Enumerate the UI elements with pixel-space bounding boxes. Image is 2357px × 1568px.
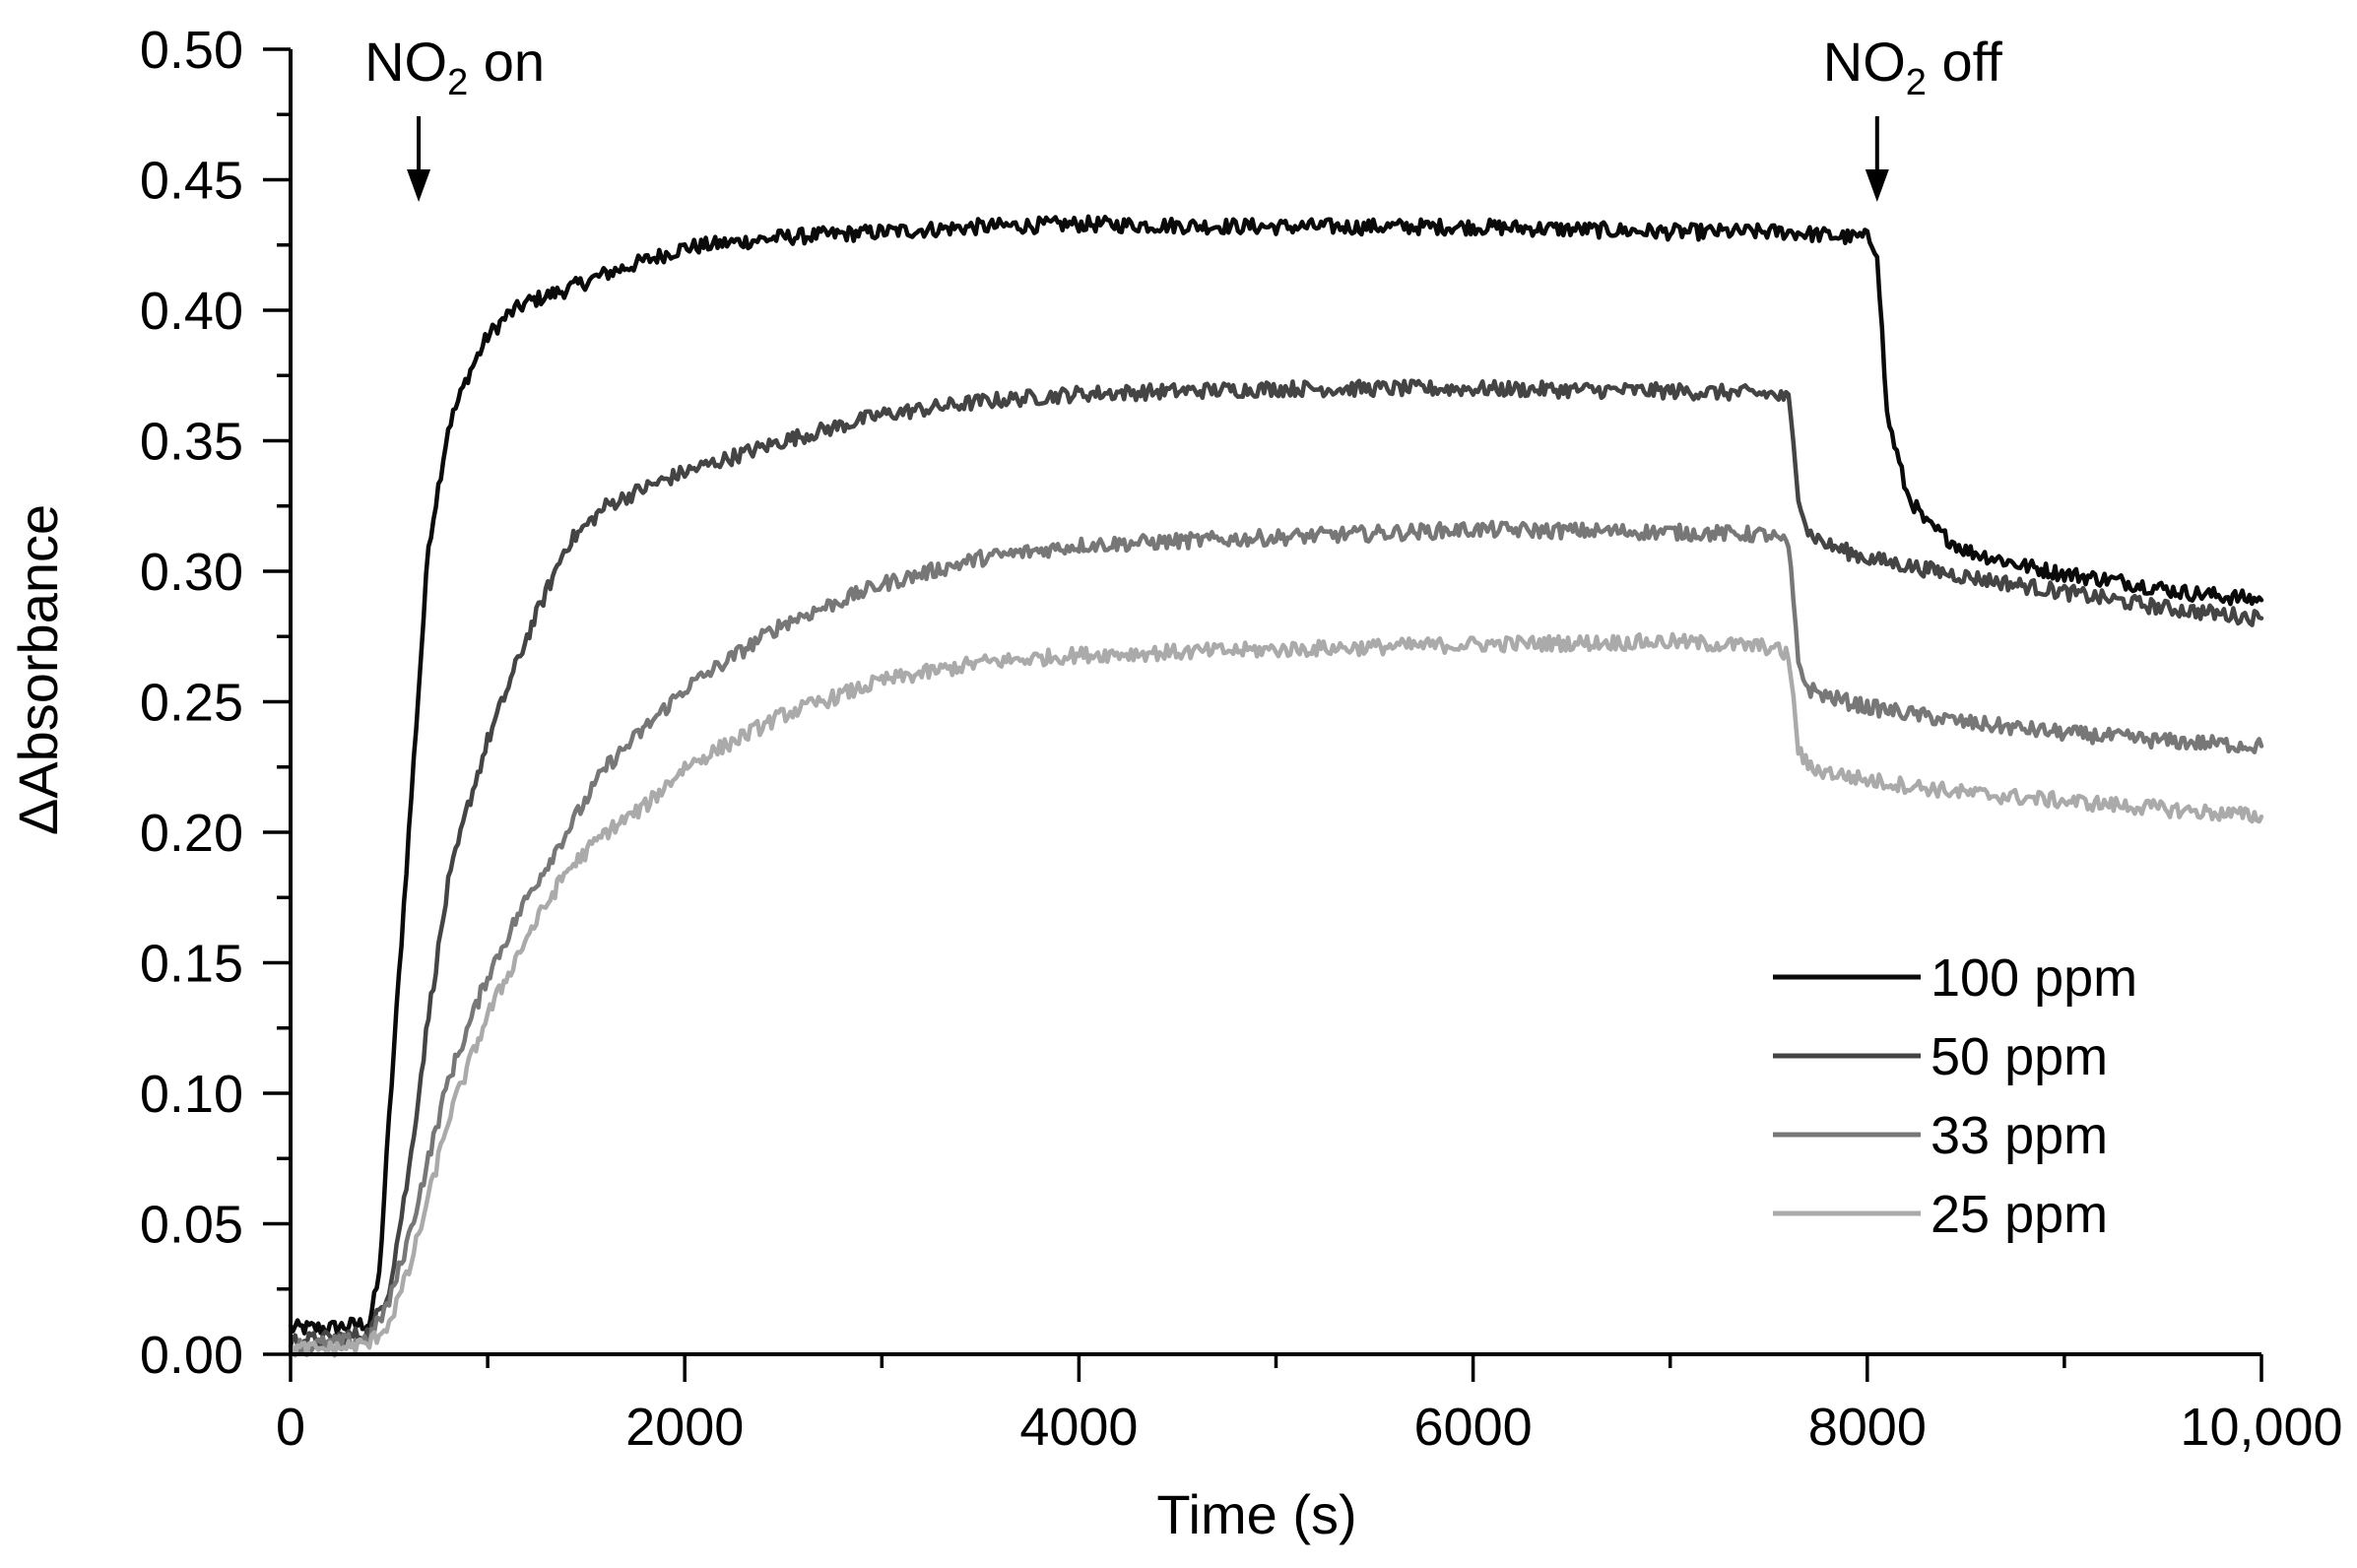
legend: 100 ppm 50 ppm 33 ppm 25 ppm [1773,948,2137,1244]
y-tick-label: 0.50 [140,21,243,80]
x-tick-label: 10,000 [2180,1398,2342,1457]
series-layer [288,214,2264,1358]
annotation-arrow-icon [1865,169,1889,202]
y-tick-label: 0.20 [140,804,243,863]
series-line-2 [288,519,2264,1357]
y-tick-label: 0.35 [140,413,243,472]
series-line-0 [288,214,2264,1336]
axes-layer: 0.00 0.05 0.10 0.15 0.20 0.25 0.30 0.35 0.40 0.45… [140,21,2343,1457]
annotation-layer: NO2 on NO2 off [364,31,2002,202]
annotation-label-0: NO2 on [364,31,545,103]
x-tick-label: 4000 [1019,1398,1138,1457]
legend-label: 25 ppm [1931,1185,2108,1244]
series-line-3 [288,631,2264,1358]
y-tick-label: 0.10 [140,1065,243,1124]
y-axis-title: ΔAbsorbance [7,504,69,835]
y-tick-label: 0.40 [140,282,243,341]
plot-area: 0.00 0.05 0.10 0.15 0.20 0.25 0.30 0.35 0.40 0.45… [140,21,2343,1457]
annotation-label-1: NO2 off [1823,31,2002,103]
y-tick-label: 0.25 [140,674,243,733]
legend-label: 33 ppm [1931,1106,2108,1165]
legend-label: 100 ppm [1931,948,2137,1008]
y-tick-label: 0.00 [140,1326,243,1385]
x-tick-label: 6000 [1414,1398,1533,1457]
x-tick-label: 8000 [1808,1398,1927,1457]
y-tick-label: 0.05 [140,1196,243,1255]
x-tick-label: 0 [276,1398,305,1457]
series-line-1 [288,378,2264,1350]
legend-label: 50 ppm [1931,1027,2108,1086]
y-tick-label: 0.45 [140,152,243,211]
x-tick-label: 2000 [625,1398,744,1457]
y-tick-label: 0.15 [140,935,243,994]
y-tick-label: 0.30 [140,543,243,602]
x-axis-title: Time (s) [1156,1483,1356,1545]
annotation-arrow-icon [407,169,431,202]
